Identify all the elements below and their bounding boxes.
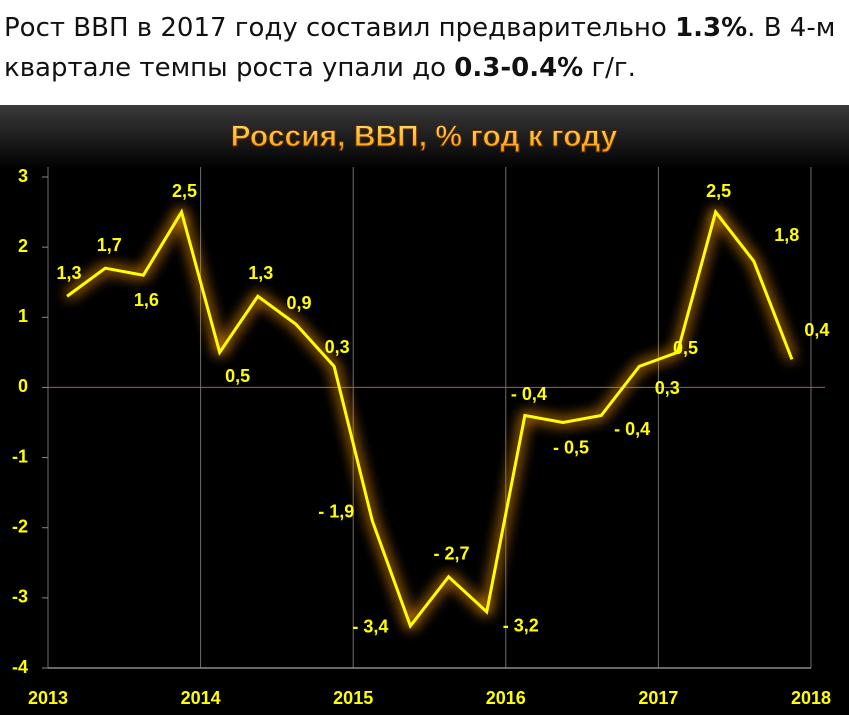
chart-title: Россия, ВВП, % год к году [231,120,618,153]
x-tick-label: 2014 [181,688,221,708]
x-tick-label: 2016 [486,688,526,708]
header-text: 0.3-0.4% [454,53,584,83]
header: Рост ВВП в 2017 году составил предварите… [4,8,835,88]
data-label: - 3,4 [352,617,388,637]
y-tick-label: -4 [12,657,28,677]
y-tick-label: 0 [18,376,28,396]
x-tick-label: 2015 [333,688,373,708]
header-text: г/г. [583,53,636,83]
y-tick-label: -2 [12,516,28,536]
data-label: 1,3 [248,263,273,283]
data-label: 0,5 [225,366,250,386]
y-tick-label: 1 [18,306,28,326]
data-label: 1,7 [97,235,122,255]
x-tick-label: 2018 [791,688,831,708]
header-text: Рост ВВП в 2017 году составил предварите… [4,13,676,43]
header-text: квартале темпы роста упали до [4,53,455,83]
data-label: 2,5 [706,181,731,201]
data-label: 1,8 [774,225,799,245]
data-label: 0,5 [673,338,698,358]
data-label: 0,9 [286,293,311,313]
data-label: 0,4 [804,320,829,340]
data-label: - 0,4 [511,384,547,404]
data-label: - 0,5 [553,437,589,457]
y-tick-label: -3 [12,587,28,607]
data-label: 0,3 [655,378,680,398]
title-bar [0,105,849,170]
y-tick-label: 2 [18,236,28,256]
chart-background [0,105,849,715]
data-label: - 0,4 [614,419,650,439]
data-label: - 3,2 [503,616,539,636]
data-label: - 1,9 [318,501,354,521]
data-label: 2,5 [172,181,197,201]
y-tick-label: -1 [12,446,28,466]
header-text: 1.3% [675,13,748,43]
x-tick-label: 2017 [638,688,678,708]
data-label: 0,3 [325,337,350,357]
header-line: Рост ВВП в 2017 году составил предварите… [4,8,835,48]
data-label: - 2,7 [434,544,470,564]
data-label: 1,6 [134,290,159,310]
header-text: . В 4-м [747,13,836,43]
data-line [66,208,794,629]
y-tick-label: 3 [18,166,28,186]
data-label: 1,3 [57,263,82,283]
header-line: квартале темпы роста упали до 0.3-0.4% г… [4,48,835,88]
x-tick-label: 2013 [28,688,68,708]
